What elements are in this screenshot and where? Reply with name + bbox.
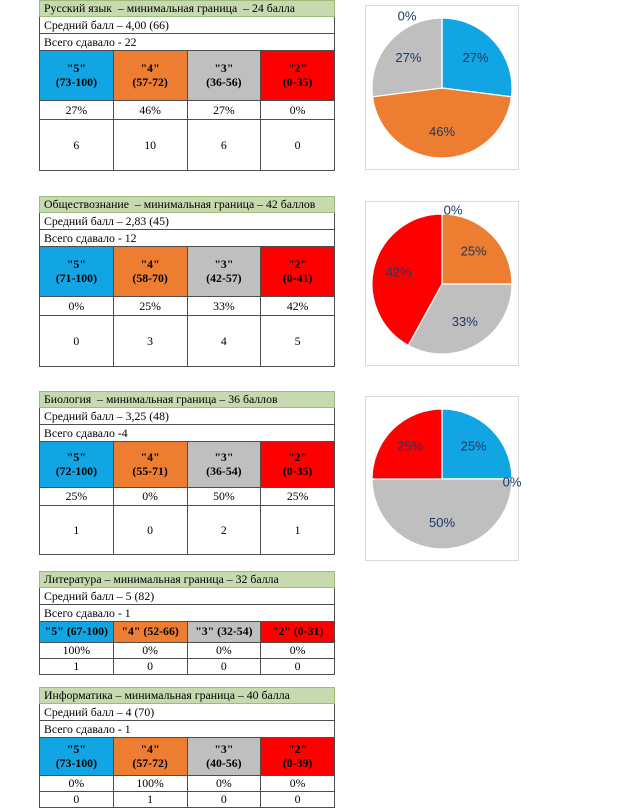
svg-text:46%: 46%	[429, 124, 455, 139]
svg-text:50%: 50%	[429, 515, 455, 530]
svg-text:42%: 42%	[386, 264, 412, 279]
svg-text:25%: 25%	[397, 439, 423, 454]
svg-text:0%: 0%	[398, 8, 417, 23]
svg-text:25%: 25%	[461, 439, 487, 454]
svg-text:0%: 0%	[444, 202, 463, 217]
svg-text:33%: 33%	[452, 314, 478, 329]
svg-text:25%: 25%	[461, 244, 487, 259]
svg-text:27%: 27%	[395, 50, 421, 65]
svg-text:0%: 0%	[503, 474, 522, 489]
svg-text:27%: 27%	[463, 50, 489, 65]
